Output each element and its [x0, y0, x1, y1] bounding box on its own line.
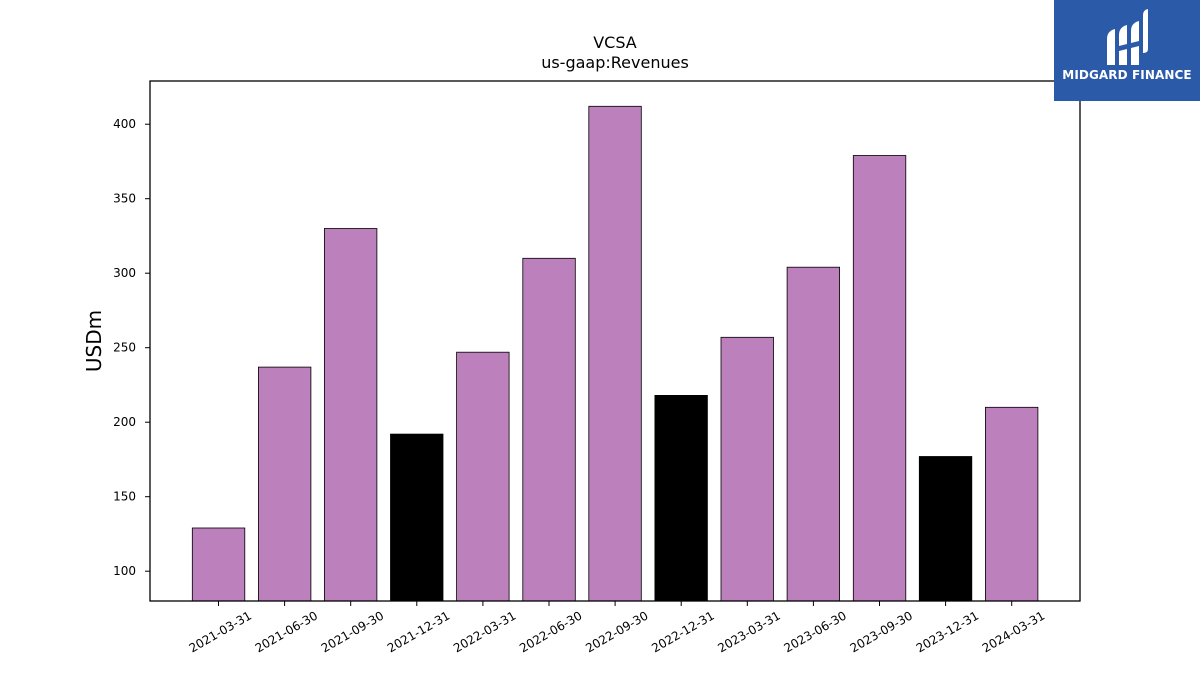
x-axis-ticks: 2021-03-312021-06-302021-09-302021-12-31… [187, 601, 1047, 655]
bar-2023-06-30 [786, 266, 840, 602]
y-tick-label: 250 [113, 341, 136, 355]
x-tick-label: 2021-12-31 [385, 608, 452, 655]
y-tick-label: 100 [113, 564, 136, 578]
y-tick-label: 300 [113, 266, 136, 280]
x-tick-label: 2022-06-30 [517, 608, 584, 655]
y-axis-label: USDm [82, 310, 106, 372]
x-tick-label: 2023-03-31 [715, 608, 782, 655]
y-axis-ticks: 100 150 200 250 300 350 400 [113, 117, 150, 578]
bar-2022-12-31 [654, 394, 708, 602]
bar-2023-09-30 [852, 155, 907, 602]
bar-2021-03-31 [191, 527, 246, 602]
y-tick-label: 400 [113, 117, 136, 131]
plot-frame [149, 80, 1081, 602]
x-tick-label: 2023-12-31 [914, 608, 981, 655]
x-tick-label: 2022-03-31 [451, 608, 518, 655]
x-tick-label: 2022-09-30 [583, 608, 650, 655]
midgard-logo-icon [1107, 9, 1148, 65]
x-tick-label: 2023-09-30 [848, 608, 915, 655]
logo-text: MIDGARD FINANCE [1062, 68, 1192, 82]
x-tick-label: 2022-12-31 [649, 608, 716, 655]
x-tick-label: 2023-06-30 [781, 608, 848, 655]
bar-2021-12-31 [390, 433, 444, 602]
x-tick-label: 2021-06-30 [253, 608, 320, 655]
x-tick-label: 2021-03-31 [187, 608, 254, 655]
y-tick-label: 150 [113, 490, 136, 504]
chart-subtitle: us-gaap:Revenues [541, 53, 689, 72]
midgard-finance-logo: MIDGARD FINANCE [1054, 0, 1200, 101]
bar-2022-06-30 [522, 257, 576, 602]
bar-2021-06-30 [257, 366, 312, 602]
y-tick-label: 350 [113, 192, 136, 206]
y-tick-label: 200 [113, 415, 136, 429]
x-tick-label: 2021-09-30 [319, 608, 386, 655]
x-tick-label: 2024-03-31 [980, 608, 1047, 655]
bar-2022-09-30 [588, 105, 642, 602]
bar-2021-09-30 [323, 228, 378, 602]
bar-2023-03-31 [720, 336, 774, 602]
bar-2024-03-31 [985, 406, 1039, 602]
bars [191, 105, 1039, 602]
chart-title: VCSA [593, 33, 637, 52]
bar-2022-03-31 [456, 351, 510, 602]
bar-2023-12-31 [918, 456, 973, 602]
